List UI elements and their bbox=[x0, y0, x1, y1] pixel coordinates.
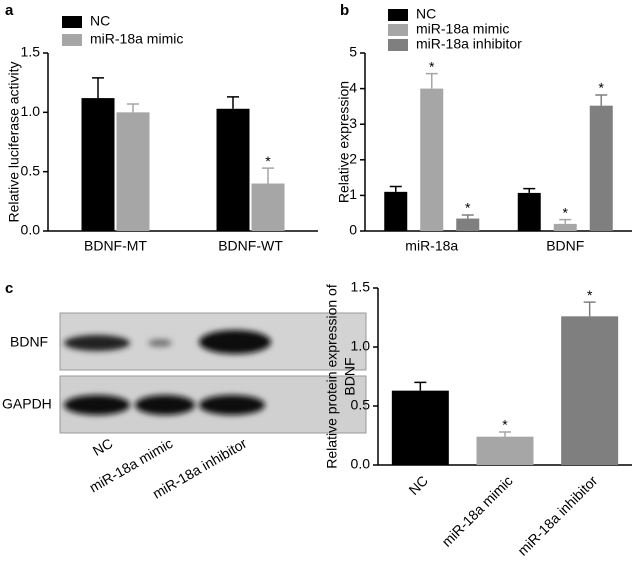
x-tick-label: NC bbox=[405, 472, 431, 498]
error-bar bbox=[499, 431, 511, 437]
error-bar bbox=[414, 381, 427, 391]
y-tick-label: 0 bbox=[349, 222, 357, 238]
bar bbox=[517, 192, 541, 231]
significance-mark: * bbox=[599, 80, 605, 96]
y-tick-label: 0.0 bbox=[351, 456, 371, 472]
x-tick-label: BDNF bbox=[546, 238, 584, 254]
panel-letter: c bbox=[5, 280, 13, 297]
significance-mark: * bbox=[465, 200, 471, 216]
blot-band bbox=[64, 395, 130, 415]
x-tick-label: BDNF-WT bbox=[218, 238, 283, 254]
bar bbox=[81, 98, 115, 232]
blot-row-label: BDNF bbox=[10, 334, 48, 350]
bar bbox=[589, 105, 613, 231]
y-tick-label: 5 bbox=[349, 44, 357, 60]
blot-band bbox=[148, 339, 172, 347]
blot-lane-label: NC bbox=[90, 435, 116, 459]
bar bbox=[251, 183, 285, 231]
bar bbox=[476, 436, 534, 465]
y-tick-label: 0.5 bbox=[21, 162, 41, 178]
y-axis-label: Relative luciferase activity bbox=[6, 61, 22, 222]
panel-letter: b bbox=[340, 2, 349, 19]
y-tick-label: 2 bbox=[349, 151, 357, 167]
x-tick-label: miR-18a bbox=[405, 238, 458, 254]
error-bar bbox=[595, 94, 608, 106]
x-tick-label: miR-18a inhibitor bbox=[514, 472, 600, 558]
significance-mark: * bbox=[429, 58, 435, 74]
error-bar bbox=[92, 77, 104, 99]
y-axis-label: Relative expression bbox=[336, 81, 352, 203]
error-bar bbox=[389, 185, 402, 192]
error-bar bbox=[127, 103, 139, 113]
significance-mark: * bbox=[587, 287, 593, 303]
bar bbox=[553, 223, 577, 231]
blot-band bbox=[64, 335, 130, 351]
legend-swatch bbox=[62, 16, 82, 28]
blot-band bbox=[135, 395, 195, 415]
error-bar bbox=[425, 72, 438, 89]
y-tick-label: 4 bbox=[349, 79, 357, 95]
bar bbox=[420, 88, 444, 231]
error-bar bbox=[262, 167, 274, 184]
legend-label: miR-18a mimic bbox=[416, 21, 509, 37]
legend-label: NC bbox=[416, 6, 436, 22]
bar bbox=[561, 316, 619, 465]
legend-swatch bbox=[62, 34, 82, 46]
y-axis-label: BDNF bbox=[342, 357, 358, 395]
bar bbox=[456, 218, 480, 231]
significance-mark: * bbox=[563, 204, 569, 220]
y-tick-label: 1 bbox=[349, 186, 357, 202]
blot-row-label: GAPDH bbox=[2, 396, 52, 412]
x-tick-label: BDNF-MT bbox=[84, 238, 147, 254]
y-tick-label: 0.5 bbox=[351, 397, 371, 413]
bar bbox=[116, 112, 150, 231]
legend-swatch bbox=[388, 39, 408, 51]
significance-mark: * bbox=[502, 417, 508, 433]
bar bbox=[384, 191, 408, 231]
legend-label: miR-18a mimic bbox=[90, 31, 183, 47]
significance-mark: * bbox=[265, 153, 271, 169]
legend-label: miR-18a inhibitor bbox=[416, 36, 522, 52]
error-bar bbox=[227, 96, 239, 109]
error-bar bbox=[559, 218, 572, 224]
legend-label: NC bbox=[90, 13, 110, 29]
error-bar bbox=[461, 214, 474, 219]
x-tick-label: miR-18a mimic bbox=[438, 472, 515, 549]
y-tick-label: 1.5 bbox=[21, 44, 41, 60]
panel-letter: a bbox=[5, 2, 14, 19]
blot-band bbox=[199, 395, 265, 415]
legend-swatch bbox=[388, 9, 408, 21]
y-tick-label: 3 bbox=[349, 115, 357, 131]
y-tick-label: 1.0 bbox=[21, 103, 41, 119]
error-bar bbox=[583, 301, 596, 317]
error-bar bbox=[523, 187, 536, 193]
y-axis-label: Relative protein expression of bbox=[324, 284, 340, 469]
y-tick-label: 1.0 bbox=[351, 338, 371, 354]
bar bbox=[216, 108, 250, 231]
legend-swatch bbox=[388, 24, 408, 36]
blot-band bbox=[199, 330, 271, 354]
bar bbox=[391, 390, 449, 465]
y-tick-label: 0.0 bbox=[21, 222, 41, 238]
y-tick-label: 1.5 bbox=[351, 279, 371, 295]
